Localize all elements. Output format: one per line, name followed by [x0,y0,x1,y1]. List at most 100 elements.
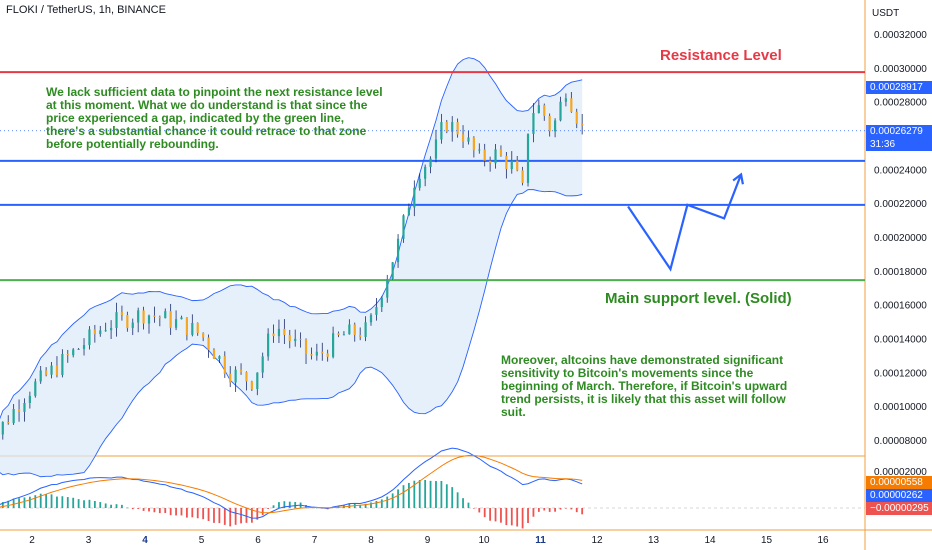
candle [66,349,69,363]
candle-body [212,349,216,359]
macd-histogram-bar [169,508,172,516]
candle-body [115,312,118,328]
macd-histogram-bar [483,508,486,518]
candle [445,119,448,134]
candle-body [581,123,584,126]
candle [12,404,15,425]
candle [461,125,465,148]
candle [299,332,302,348]
price-axis-tick: 0.00016000 [874,301,927,312]
macd-histogram-bar [1,502,4,508]
candle-body [23,402,26,412]
candle [180,315,183,320]
candle [169,303,172,335]
macd-histogram [1,479,584,529]
candle-body [310,354,313,356]
macd-histogram-bar [142,508,145,511]
candle-body [299,338,302,340]
candle-body [353,324,356,335]
candle [120,305,124,321]
macd-histogram-bar [505,508,508,526]
last-price-tag: 0.00026279 [866,125,932,138]
candle-body [348,324,351,335]
macd-histogram-bar [337,505,340,508]
candle-body [99,330,102,335]
candle-body [256,372,259,390]
macd-histogram-tag: −0.00000295 [866,502,932,515]
macd-histogram-bar [294,501,297,508]
candle-body [543,105,546,116]
candle-body [12,409,15,424]
candle [402,214,405,243]
candle [516,155,519,172]
candle [391,261,394,280]
candle-body [380,297,383,308]
candle [369,313,373,326]
price-axis-tick: 0.00028000 [874,98,927,109]
macd-histogram-bar [240,508,242,524]
candle-body [88,329,91,346]
bollinger-band-fill [0,57,583,477]
price-axis-tick: 0.00014000 [874,335,927,346]
price-axis-tick: 0.00030000 [874,64,927,75]
projection-arrowhead [732,172,744,185]
time-axis-tick: 8 [368,535,374,546]
macd-histogram-bar [207,508,210,521]
symbol-header[interactable]: FLOKI / TetherUS, 1h, BINANCE [6,4,166,16]
time-axis-tick: 12 [591,535,603,546]
macd-axis-tick: 0.00002000 [874,467,927,478]
bollinger-lower-line [0,189,583,478]
macd-histogram-bar [7,500,10,508]
candle-body [294,338,297,342]
macd-histogram-bar [516,508,519,527]
bollinger-upper-line [0,57,583,420]
candle [245,371,248,391]
candle [548,113,551,137]
candle-body [245,372,248,382]
macd-histogram-bar [261,508,264,516]
candle [472,136,475,158]
upper-band-price-tag: 0.00028917 [866,81,932,94]
currency-unit-label[interactable]: USDT [872,8,900,19]
macd-histogram-bar [575,508,578,513]
candle-body [267,333,270,357]
candle-body [126,315,129,329]
candle [288,329,291,349]
candle [559,96,562,122]
candle [342,331,346,336]
macd-histogram-bar [110,504,112,508]
time-axis-tick: 10 [478,535,490,546]
macd-histogram-bar [370,502,372,508]
time-axis-tick: 6 [255,535,261,546]
resistance-level-label: Resistance Level [660,47,782,64]
macd-histogram-bar [429,480,432,508]
candle [396,234,400,268]
candle [353,322,356,342]
macd-line [0,447,583,519]
candle-body [142,310,145,324]
candle [77,348,80,350]
analysis-note-bottom: Moreover, altcoins have demonstrated sig… [501,353,788,419]
candle [440,113,443,144]
macd-histogram-bar [348,503,351,508]
macd-histogram-bar [175,508,177,516]
candle-body [451,122,454,132]
macd-histogram-bar [402,485,405,508]
candle [505,151,508,179]
macd-histogram-bar [126,507,129,509]
candle-body [521,170,524,183]
candle-body [553,120,557,132]
candle-body [120,312,124,316]
macd-histogram-bar [288,501,291,508]
macd-histogram-bar [250,508,253,523]
macd-histogram-bar [153,508,156,513]
candle [212,348,216,359]
macd-histogram-bar [45,494,48,508]
macd-histogram-bar [218,508,221,524]
macd-histogram-bar [554,508,556,512]
macd-histogram-bar [50,494,53,508]
candle-body [445,122,448,132]
candle [126,311,129,332]
